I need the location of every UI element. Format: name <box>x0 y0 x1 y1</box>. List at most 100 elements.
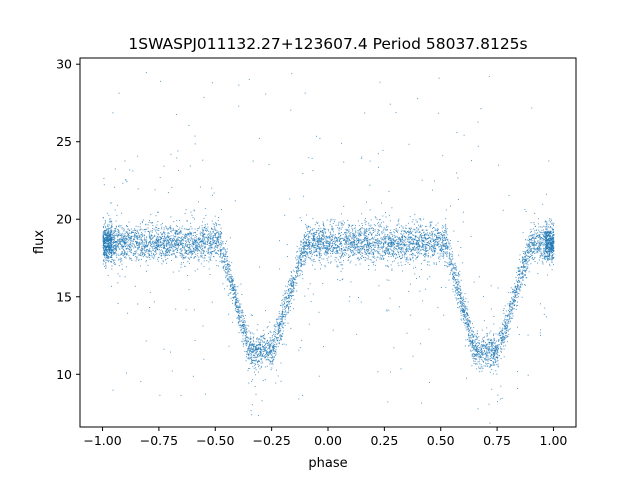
data-point <box>231 281 233 283</box>
data-point <box>534 238 536 240</box>
data-point <box>241 340 243 342</box>
data-point <box>187 240 189 242</box>
data-point <box>303 235 305 237</box>
data-point <box>285 291 287 293</box>
data-point <box>402 249 404 251</box>
data-point <box>266 341 268 343</box>
data-point <box>140 255 142 256</box>
data-point <box>414 235 416 237</box>
data-point <box>115 244 116 246</box>
data-point <box>360 249 362 251</box>
data-point <box>300 270 302 272</box>
data-point <box>551 222 553 224</box>
data-point <box>355 246 357 248</box>
data-point <box>351 227 353 229</box>
data-point <box>113 242 114 244</box>
data-point <box>167 251 169 253</box>
data-point <box>216 265 218 267</box>
data-point <box>117 232 119 233</box>
data-point <box>277 329 279 331</box>
data-point <box>318 252 320 254</box>
data-point <box>353 249 355 251</box>
data-point <box>488 349 490 351</box>
data-point <box>447 252 449 254</box>
data-point <box>135 260 137 262</box>
data-point <box>336 250 338 252</box>
data-point <box>360 235 361 237</box>
data-point <box>222 243 224 245</box>
data-point <box>434 242 436 244</box>
data-point <box>280 330 282 332</box>
data-point <box>335 241 336 243</box>
data-point <box>151 253 153 255</box>
data-point <box>468 321 470 323</box>
data-point <box>246 328 248 330</box>
data-point <box>366 239 368 241</box>
data-point <box>218 265 220 267</box>
data-point <box>373 261 375 263</box>
data-point <box>442 241 443 243</box>
data-point <box>308 236 310 238</box>
data-point <box>136 231 138 233</box>
data-point <box>348 241 349 243</box>
data-point <box>443 257 445 259</box>
data-point <box>368 269 370 270</box>
data-point <box>136 257 138 259</box>
data-point <box>115 248 117 250</box>
data-point <box>240 309 242 311</box>
data-point <box>375 264 377 266</box>
data-point <box>528 240 530 242</box>
data-point <box>144 251 146 253</box>
data-point <box>333 231 334 233</box>
data-point <box>317 247 319 249</box>
data-point <box>180 229 182 231</box>
data-point <box>331 238 333 240</box>
data-point <box>203 242 204 244</box>
data-point <box>390 246 392 248</box>
data-point <box>442 243 444 245</box>
data-point <box>364 243 366 245</box>
data-point <box>436 235 438 237</box>
data-point <box>141 221 143 222</box>
data-point <box>438 257 439 259</box>
data-point <box>135 256 137 257</box>
data-point <box>272 347 274 349</box>
data-point <box>541 233 543 235</box>
data-point <box>343 239 345 241</box>
data-point <box>406 249 408 251</box>
data-point <box>532 251 534 253</box>
data-point <box>128 228 130 230</box>
data-point <box>325 231 327 233</box>
data-point <box>500 358 502 360</box>
data-point <box>366 228 368 230</box>
data-point <box>262 337 264 339</box>
data-point <box>119 241 121 243</box>
data-point <box>404 230 405 232</box>
data-point <box>263 346 265 348</box>
data-point <box>270 369 272 371</box>
data-point <box>474 339 476 341</box>
data-point <box>182 233 184 235</box>
data-point <box>147 256 149 258</box>
data-point <box>375 242 376 243</box>
data-point <box>386 248 388 250</box>
data-point <box>508 334 510 335</box>
data-point <box>142 248 144 250</box>
data-point <box>129 250 131 252</box>
data-point <box>481 351 483 353</box>
data-point <box>527 267 529 269</box>
data-point <box>187 253 189 255</box>
data-point <box>543 257 545 259</box>
data-point <box>489 355 491 357</box>
data-point <box>435 244 437 246</box>
data-point <box>338 230 340 232</box>
data-point <box>420 249 422 251</box>
data-point <box>295 257 297 259</box>
data-point <box>152 228 154 230</box>
data-point <box>397 246 399 248</box>
data-point <box>341 227 343 229</box>
data-point <box>359 251 361 253</box>
data-point <box>517 285 519 287</box>
data-point <box>359 239 361 241</box>
data-point <box>478 357 480 359</box>
